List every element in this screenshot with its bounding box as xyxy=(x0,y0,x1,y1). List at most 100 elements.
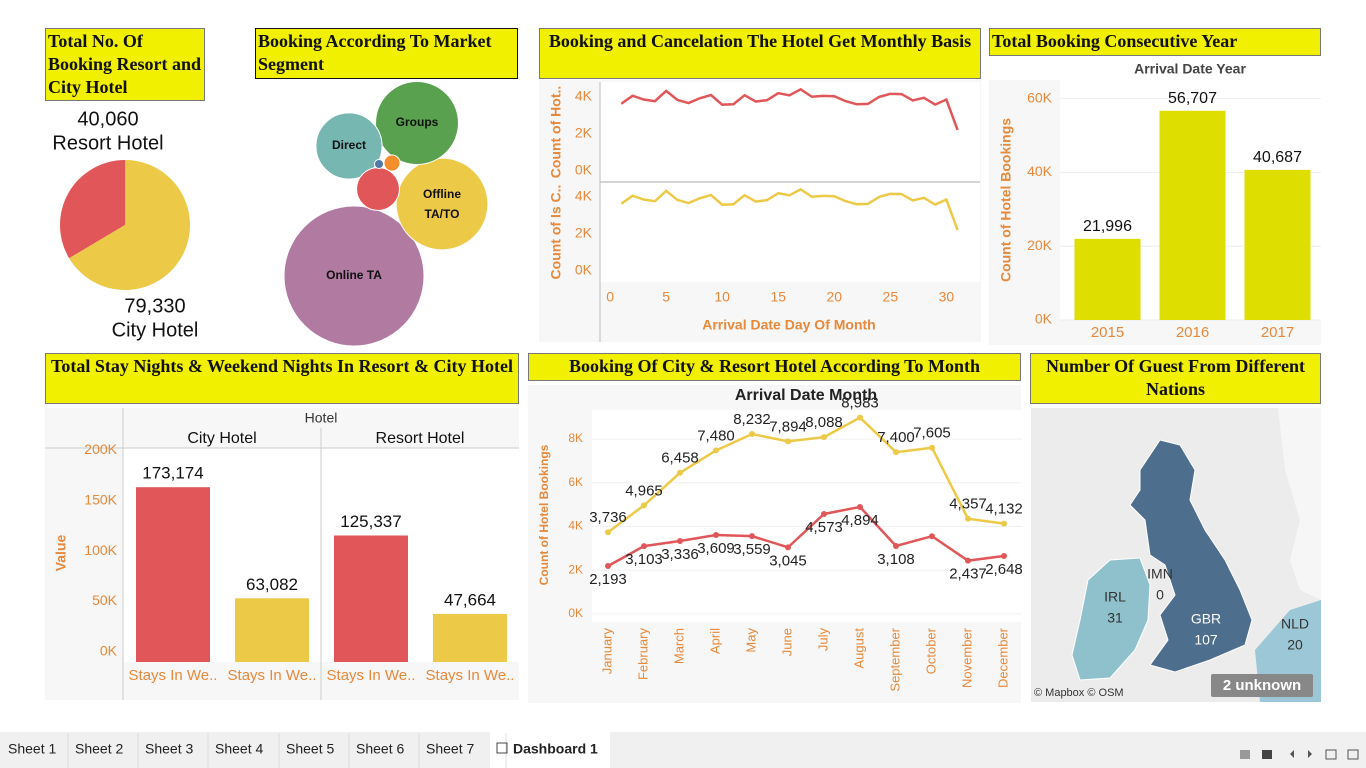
bubble xyxy=(375,81,459,165)
point-value-label: 2,648 xyxy=(985,561,1023,578)
point-value-label: 8,232 xyxy=(733,411,771,428)
month-plot xyxy=(592,410,1022,622)
line xyxy=(607,505,1005,568)
unknown-label[interactable]: 2 unknown xyxy=(1223,677,1301,694)
point-value-label: 8,983 xyxy=(841,395,879,412)
map-code: IRL xyxy=(1104,589,1126,605)
y-axis-title: Value xyxy=(53,535,69,572)
tab-bar xyxy=(0,732,1366,768)
point xyxy=(605,529,611,536)
point xyxy=(893,449,899,456)
x-tick-label: September xyxy=(887,627,902,691)
y-tick-label: 0K xyxy=(100,643,118,659)
y-tick-label: 4K xyxy=(575,188,593,204)
x-tick-label: October xyxy=(923,627,938,674)
x-tick-label: January xyxy=(599,628,614,675)
y-tick-label: 40K xyxy=(1027,163,1053,179)
point-value-label: 7,894 xyxy=(769,418,807,435)
point-value-label: 7,605 xyxy=(913,425,951,442)
sheet-tab[interactable]: Sheet 6 xyxy=(356,741,404,757)
point xyxy=(641,502,647,509)
x-tick-label: 2016 xyxy=(1176,324,1209,341)
x-tick-label: March xyxy=(671,628,686,664)
x-tick-label: August xyxy=(851,628,866,669)
map-gbr xyxy=(1129,439,1253,673)
sheet-tab[interactable]: Sheet 1 xyxy=(8,741,56,757)
y-axis-title: Count of Is C.. xyxy=(548,185,564,280)
bubble xyxy=(356,167,400,211)
pie-title: Total No. Of Booking Resort and City Hot… xyxy=(45,28,205,101)
y-tick-label: 6K xyxy=(568,475,583,489)
point-value-label: 4,573 xyxy=(805,519,843,536)
x-tick-label: Stays In We.. xyxy=(129,667,218,684)
icon[interactable] xyxy=(1347,749,1359,760)
unknown-badge[interactable] xyxy=(1211,674,1313,697)
x-tick-label: May xyxy=(743,628,758,653)
map-value: 20 xyxy=(1287,637,1303,653)
map-irl xyxy=(1071,557,1151,681)
bar-value-label: 125,337 xyxy=(340,512,401,531)
bar-value-label: 21,996 xyxy=(1083,218,1132,235)
bubble xyxy=(383,154,401,172)
bubble-label: Offline TA/TO xyxy=(423,187,461,221)
point-value-label: 2,193 xyxy=(589,571,627,588)
day-title: Booking and Cancelation The Hotel Get Mo… xyxy=(539,28,981,79)
bar xyxy=(1159,110,1226,320)
y-tick-label: 2K xyxy=(568,562,583,576)
point xyxy=(677,469,683,476)
sheet-tab[interactable]: Sheet 4 xyxy=(215,741,263,757)
x-tick-label: Stays In We.. xyxy=(228,667,317,684)
pie-value-label: 40,060 xyxy=(77,108,138,130)
point xyxy=(713,532,719,539)
y-tick-label: 100K xyxy=(84,542,117,558)
sheet-tab[interactable]: Sheet 7 xyxy=(426,741,474,757)
y-axis-title: Count of Hot.. xyxy=(548,86,564,179)
x-tick-label: April xyxy=(707,628,722,654)
y-tick-label: 4K xyxy=(575,88,593,104)
sheet-tab[interactable]: Sheet 3 xyxy=(145,741,193,757)
pie-category-label: City Hotel xyxy=(112,319,199,341)
y-tick-label: 0K xyxy=(1035,311,1053,327)
bar-value-label: 40,687 xyxy=(1253,149,1302,166)
y-tick-label: 20K xyxy=(1027,237,1053,253)
sheet-tab[interactable]: Sheet 5 xyxy=(286,741,334,757)
dashboard-icon xyxy=(496,742,508,754)
point-value-label: 3,108 xyxy=(877,551,915,568)
sheet-tab[interactable]: Dashboard 1 xyxy=(513,741,598,757)
bubble-label: Direct xyxy=(332,138,366,152)
y-tick-label: 150K xyxy=(84,491,117,507)
x-tick-label: 2017 xyxy=(1261,324,1294,341)
bubble-label: Groups xyxy=(396,115,439,129)
point-value-label: 8,088 xyxy=(805,414,843,431)
bubble-label: Online TA xyxy=(326,268,382,282)
point xyxy=(965,557,971,564)
point xyxy=(785,544,791,551)
panel-header: City Hotel xyxy=(187,430,256,447)
x-tick-label: Stays In We.. xyxy=(327,667,416,684)
y-tick-label: 8K xyxy=(568,431,583,445)
map-value: 31 xyxy=(1107,610,1123,626)
icon[interactable] xyxy=(1325,749,1337,760)
icon[interactable] xyxy=(1262,750,1272,759)
point-value-label: 3,336 xyxy=(661,546,699,563)
y-tick-label: 50K xyxy=(92,592,118,608)
bar xyxy=(334,535,408,662)
active-tab xyxy=(490,732,610,768)
y-axis-title: Count of Hotel Bookings xyxy=(537,444,551,585)
map-land-europe xyxy=(1278,408,1321,600)
bar xyxy=(235,598,309,662)
icon[interactable] xyxy=(1240,750,1250,759)
stay-title: Total Stay Nights & Weekend Nights In Re… xyxy=(45,353,519,404)
point-value-label: 3,736 xyxy=(589,509,627,526)
sheet-tab[interactable]: Sheet 2 xyxy=(75,741,123,757)
line xyxy=(620,87,959,131)
point-value-label: 3,103 xyxy=(625,551,663,568)
y-tick-label: 0K xyxy=(575,262,593,278)
chart-subtitle: Arrival Date Year xyxy=(1134,61,1246,77)
bar-value-label: 47,664 xyxy=(444,590,496,609)
map-value: 107 xyxy=(1194,632,1218,648)
point xyxy=(929,444,935,451)
panel-header: Resort Hotel xyxy=(376,430,465,447)
point-value-label: 4,132 xyxy=(985,501,1023,518)
x-tick-label: 25 xyxy=(883,289,899,305)
